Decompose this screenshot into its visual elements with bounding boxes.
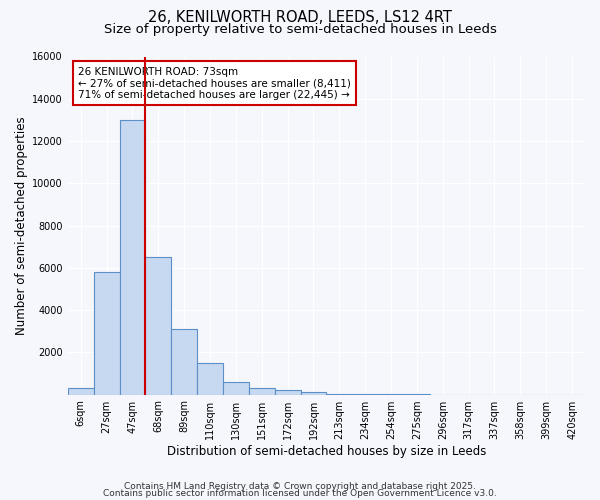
- Text: Contains HM Land Registry data © Crown copyright and database right 2025.: Contains HM Land Registry data © Crown c…: [124, 482, 476, 491]
- Bar: [197, 363, 223, 394]
- Text: Contains public sector information licensed under the Open Government Licence v3: Contains public sector information licen…: [103, 489, 497, 498]
- Bar: [301, 392, 326, 394]
- Bar: [275, 390, 301, 394]
- Y-axis label: Number of semi-detached properties: Number of semi-detached properties: [15, 116, 28, 335]
- Bar: [119, 120, 145, 394]
- Bar: [223, 382, 249, 394]
- Bar: [171, 329, 197, 394]
- Bar: [94, 272, 119, 394]
- Text: 26, KENILWORTH ROAD, LEEDS, LS12 4RT: 26, KENILWORTH ROAD, LEEDS, LS12 4RT: [148, 10, 452, 25]
- Text: Size of property relative to semi-detached houses in Leeds: Size of property relative to semi-detach…: [104, 22, 496, 36]
- X-axis label: Distribution of semi-detached houses by size in Leeds: Distribution of semi-detached houses by …: [167, 444, 486, 458]
- Bar: [249, 388, 275, 394]
- Bar: [145, 257, 171, 394]
- Text: 26 KENILWORTH ROAD: 73sqm
← 27% of semi-detached houses are smaller (8,411)
71% : 26 KENILWORTH ROAD: 73sqm ← 27% of semi-…: [78, 66, 351, 100]
- Bar: [68, 388, 94, 394]
